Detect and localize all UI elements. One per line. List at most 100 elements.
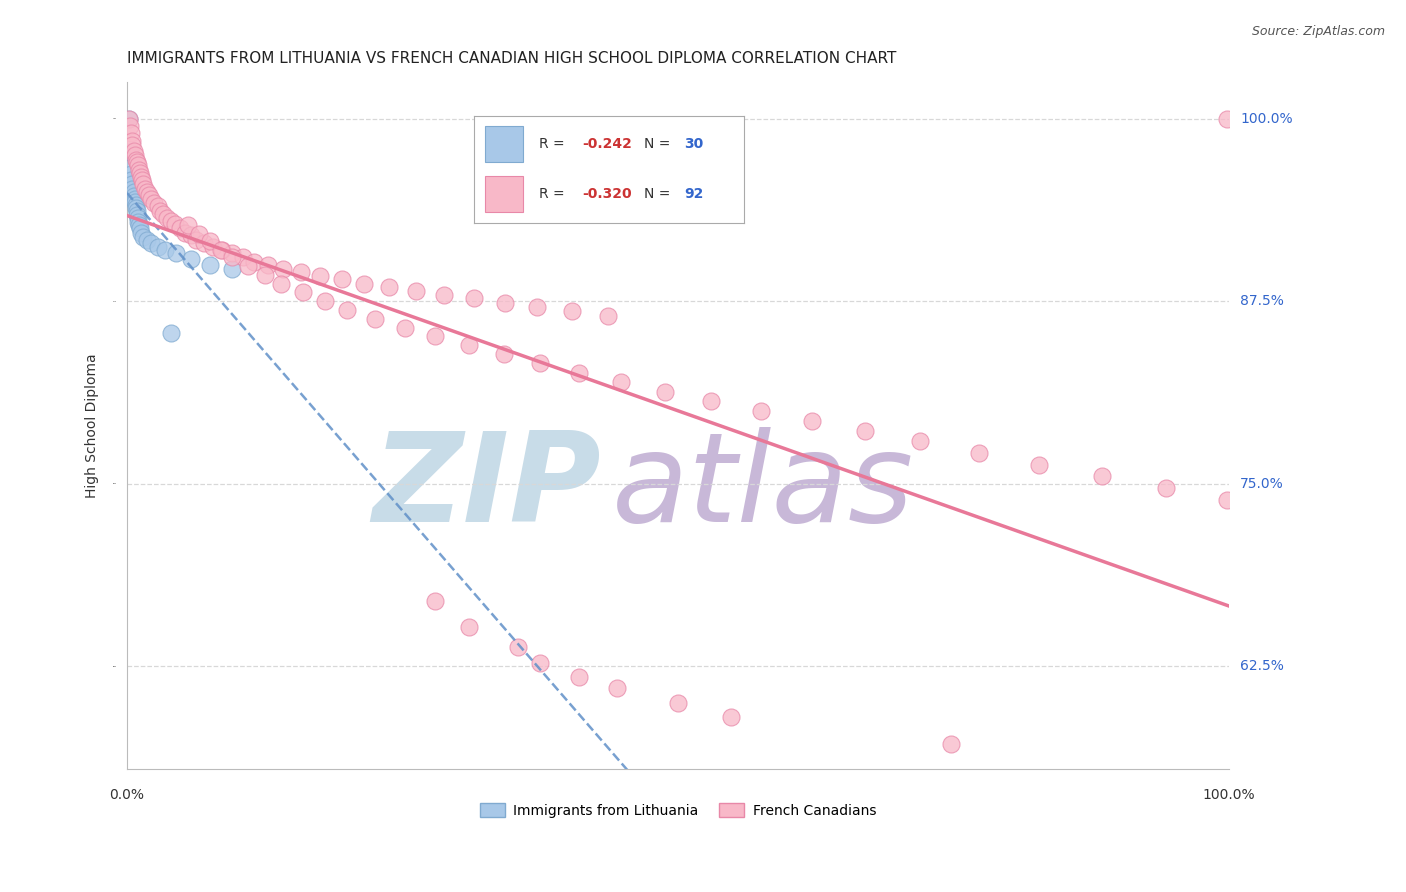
Point (160, 214, 183, 228)
Text: 100.0%: 100.0% (1240, 112, 1292, 126)
Point (378, 279, 401, 293)
Text: 75.0%: 75.0% (1240, 477, 1284, 491)
Point (129, 226, 152, 240)
Point (967, 446, 990, 460)
Legend: Immigrants from Lithuania, French Canadians: Immigrants from Lithuania, French Canadi… (474, 797, 882, 823)
Text: 0.0%: 0.0% (110, 789, 145, 802)
Point (122, 189, 145, 203)
Point (134, 182, 156, 196)
Point (198, 258, 221, 272)
Text: 62.5%: 62.5% (1240, 659, 1284, 673)
Point (232, 251, 254, 265)
Point (129, 221, 152, 235)
Point (118, 112, 141, 126)
Point (121, 182, 143, 196)
Point (394, 320, 416, 334)
Point (125, 198, 148, 212)
Point (353, 277, 375, 291)
Point (160, 326, 183, 341)
Point (749, 403, 772, 417)
Point (221, 262, 243, 277)
Point (120, 161, 142, 176)
Point (463, 291, 485, 305)
Point (180, 252, 202, 266)
Point (457, 338, 479, 352)
Point (121, 137, 143, 152)
Point (169, 221, 191, 235)
Point (118, 112, 141, 126)
Point (853, 424, 876, 438)
Point (606, 681, 628, 696)
Point (152, 206, 174, 220)
Point (125, 155, 148, 169)
Point (529, 355, 551, 369)
Point (120, 126, 142, 140)
Point (120, 167, 142, 181)
Point (257, 258, 280, 272)
Point (124, 194, 146, 209)
Point (135, 185, 157, 199)
Point (166, 246, 188, 260)
Point (609, 375, 631, 389)
Point (492, 347, 515, 361)
Point (120, 145, 142, 160)
Point (121, 134, 143, 148)
Text: ZIP: ZIP (373, 426, 600, 548)
Point (201, 240, 224, 254)
Point (131, 173, 153, 187)
Point (1215, 112, 1237, 126)
Point (292, 285, 315, 300)
Point (125, 203, 148, 218)
Point (125, 201, 148, 215)
Text: atlas: atlas (612, 426, 914, 548)
Point (209, 243, 232, 257)
Point (425, 593, 447, 607)
Point (654, 384, 676, 399)
Point (128, 219, 150, 233)
Point (149, 203, 172, 218)
Point (165, 217, 187, 231)
Point (127, 158, 149, 172)
Point (598, 309, 620, 323)
Point (155, 211, 177, 225)
Point (1028, 458, 1050, 472)
Point (1215, 492, 1237, 507)
Point (290, 265, 312, 279)
Point (211, 243, 233, 257)
Point (457, 620, 479, 634)
Point (135, 233, 157, 247)
Point (146, 240, 169, 254)
Point (242, 254, 264, 268)
Point (910, 434, 932, 449)
Text: IMMIGRANTS FROM LITHUANIA VS FRENCH CANADIAN HIGH SCHOOL DIPLOMA CORRELATION CHA: IMMIGRANTS FROM LITHUANIA VS FRENCH CANA… (127, 51, 896, 66)
Point (141, 192, 163, 206)
Point (1154, 481, 1177, 495)
Text: 87.5%: 87.5% (1240, 294, 1284, 309)
Point (494, 295, 516, 310)
Point (122, 185, 145, 199)
Point (221, 246, 243, 260)
Point (939, 737, 962, 751)
Point (801, 414, 824, 428)
Point (314, 294, 336, 309)
Point (700, 393, 723, 408)
Y-axis label: High School Diploma: High School Diploma (86, 353, 100, 498)
Point (174, 226, 197, 240)
Point (720, 710, 742, 724)
Point (122, 144, 145, 158)
Point (405, 284, 427, 298)
Point (221, 251, 243, 265)
Point (124, 148, 146, 162)
Point (127, 211, 149, 225)
Point (364, 311, 387, 326)
Point (529, 657, 551, 671)
Point (561, 304, 583, 318)
Point (666, 696, 689, 710)
Point (336, 303, 359, 318)
Point (155, 243, 177, 257)
Point (193, 235, 215, 250)
Point (127, 215, 149, 229)
Text: 100.0%: 100.0% (1202, 789, 1256, 802)
Point (138, 187, 160, 202)
Point (121, 178, 143, 192)
